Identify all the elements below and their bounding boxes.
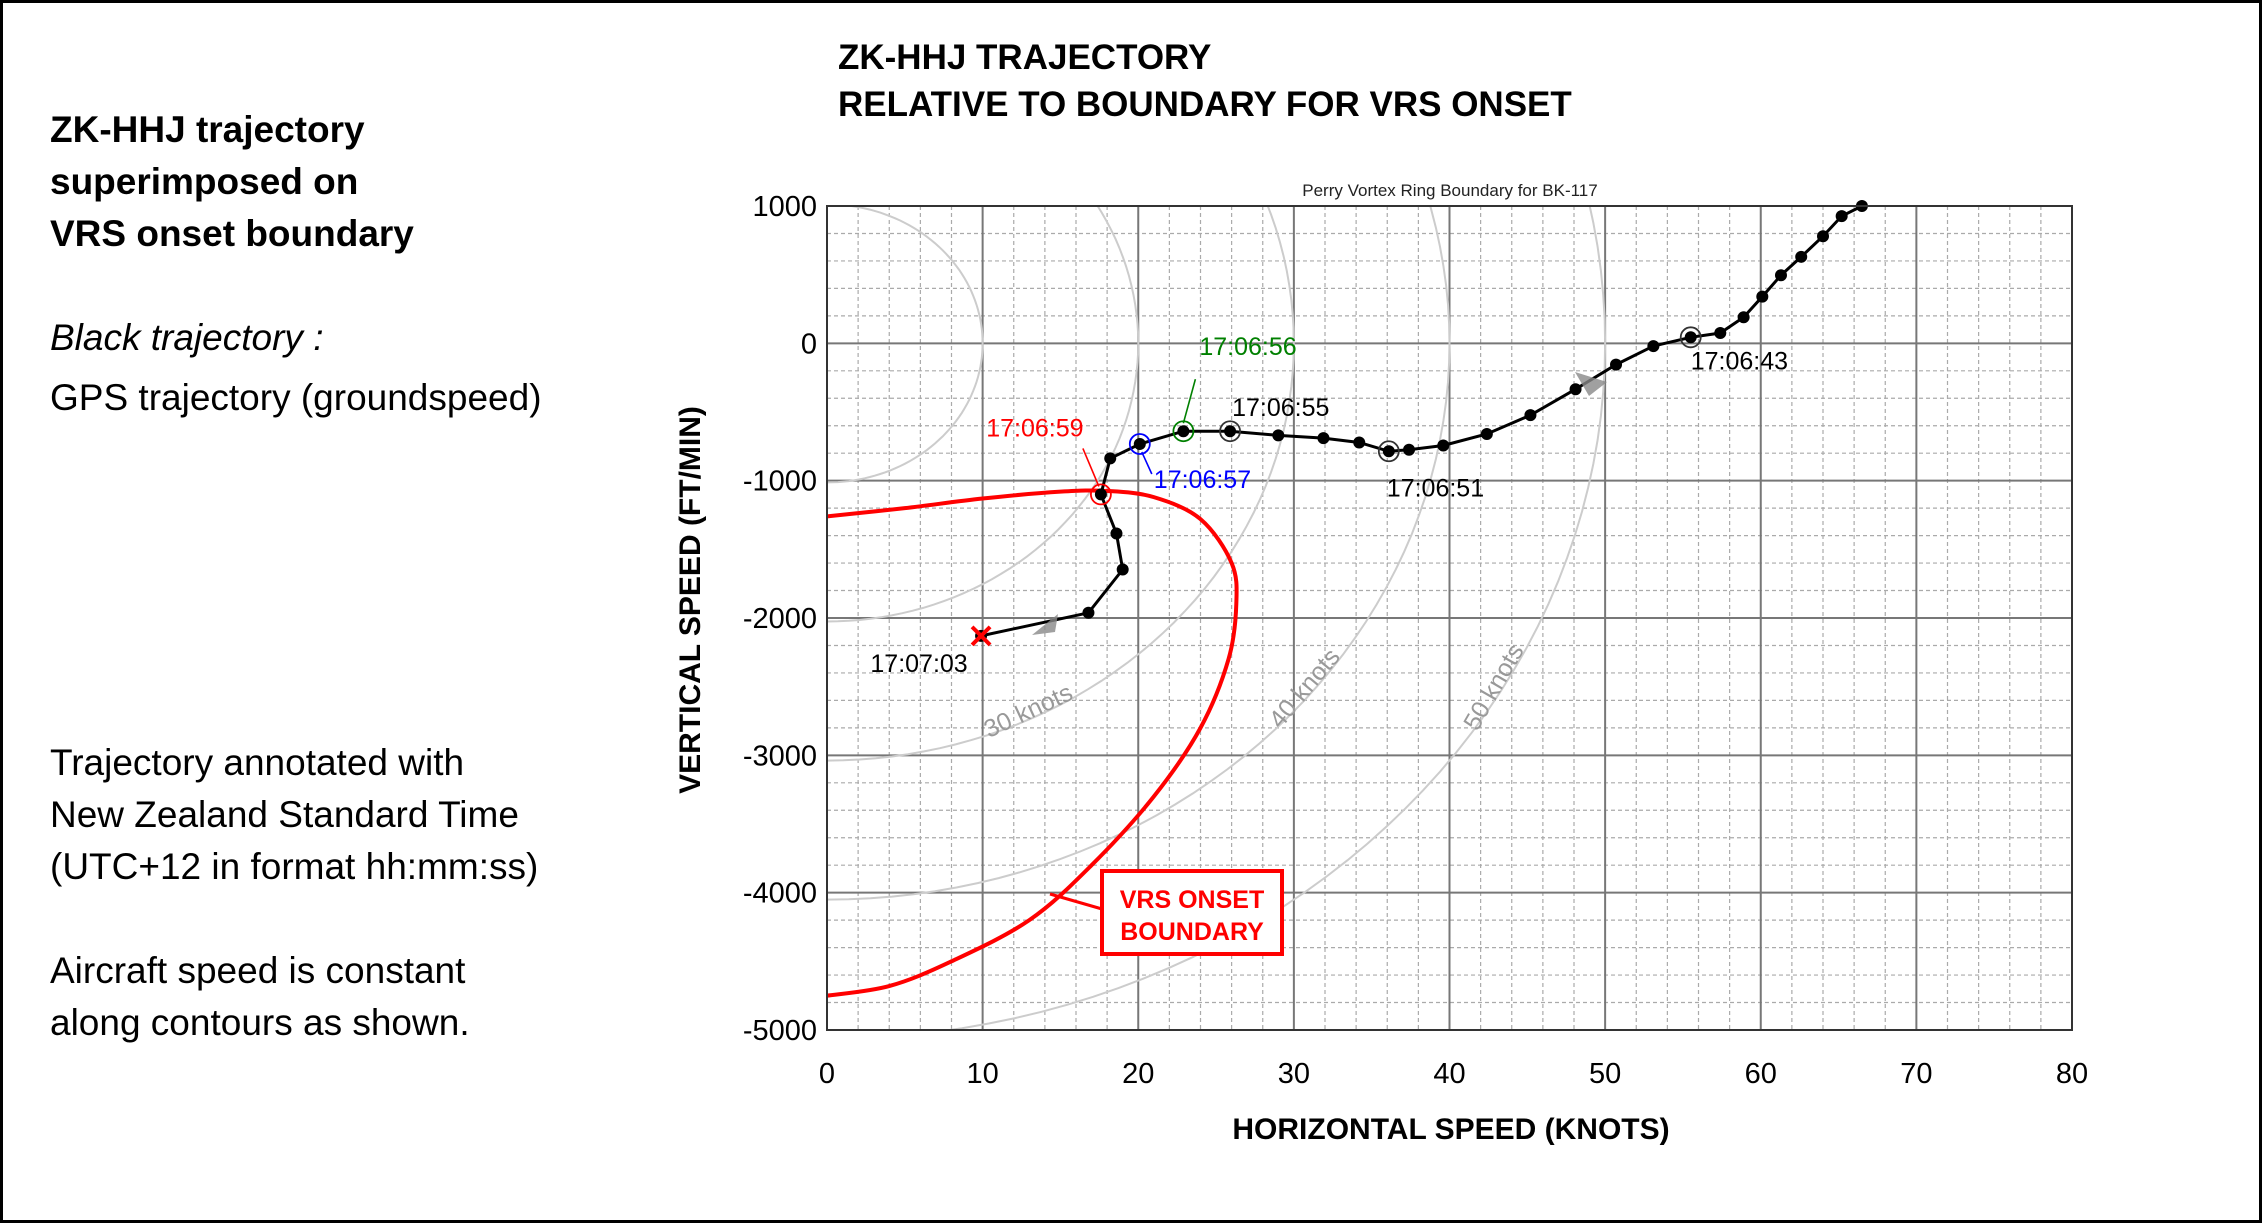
speed-contour-40 <box>827 206 1451 901</box>
trajectory-point <box>1110 527 1123 540</box>
trajectory-point <box>1795 250 1808 263</box>
time-annotation: 17:06:56 <box>1199 333 1296 361</box>
speed-contour-20 <box>827 206 1140 623</box>
vrs-label-frame <box>1100 869 1284 956</box>
x-tick-label: 70 <box>1900 1058 1932 1090</box>
trajectory-point <box>1437 439 1450 452</box>
time-annotation: 17:06:43 <box>1691 347 1788 375</box>
trajectory-point <box>1684 331 1697 344</box>
x-tick-label: 80 <box>2056 1058 2088 1090</box>
time-annotation: 17:06:57 <box>1154 466 1251 494</box>
x-axis-label: HORIZONTAL SPEED (KNOTS) <box>1232 1113 1669 1146</box>
legend-text: GPS trajectory (groundspeed) <box>50 377 542 418</box>
trajectory-point <box>1756 290 1769 303</box>
trajectory-point <box>1272 429 1285 442</box>
heading-line-3: VRS onset boundary <box>50 213 414 254</box>
trajectory-point <box>1835 210 1848 223</box>
heading-line-1: ZK-HHJ trajectory <box>50 109 365 150</box>
trajectory-point <box>1224 425 1237 438</box>
annotation-leader <box>1082 448 1100 487</box>
note1-line-1: Trajectory annotated with <box>50 742 465 783</box>
x-tick-label: 0 <box>819 1058 835 1090</box>
trajectory-point <box>1082 606 1095 619</box>
trajectory-point <box>1647 340 1660 353</box>
trajectory-point <box>1133 437 1146 450</box>
time-annotation: 17:07:03 <box>870 650 967 678</box>
trajectory-point <box>1353 436 1366 449</box>
direction-arrow-icon <box>1032 614 1058 635</box>
x-tick-label: 10 <box>966 1058 998 1090</box>
note2-line-1: Aircraft speed is constant <box>50 950 466 991</box>
chart-title-line-1: ZK-HHJ TRAJECTORY <box>838 38 1212 77</box>
trajectory-point <box>1177 425 1190 438</box>
plot-frame <box>826 205 2073 1031</box>
trajectory-point <box>1317 432 1330 445</box>
vrs-boundary-label-box: VRS ONSET BOUNDARY <box>1049 869 1284 956</box>
trajectory-point <box>1104 452 1117 465</box>
trajectory-point <box>1817 230 1829 243</box>
note1-line-3: (UTC+12 in format hh:mm:ss) <box>50 846 539 887</box>
legend-title: Black trajectory : <box>50 317 324 358</box>
trajectory-point <box>1569 383 1582 396</box>
trajectory-point <box>1524 409 1537 422</box>
x-tick-label: 20 <box>1122 1058 1154 1090</box>
time-annotation: 17:06:59 <box>986 414 1083 442</box>
y-tick-label: -2000 <box>743 603 817 635</box>
annotation-ring <box>1679 326 1702 349</box>
vrs-label-line-2: BOUNDARY <box>1120 918 1264 946</box>
vrs-label-leader <box>1049 892 1103 911</box>
annotation-ring <box>1219 420 1241 443</box>
annotation-ring <box>1377 440 1400 463</box>
end-cross-icon <box>970 625 992 647</box>
speed-contour-10 <box>827 206 984 484</box>
direction-arrow-icon <box>1575 372 1607 396</box>
y-tick-label: 0 <box>801 328 817 360</box>
annotation-leader <box>1141 451 1153 475</box>
y-tick-label: -3000 <box>743 740 817 772</box>
trajectory-point <box>1610 358 1623 371</box>
annotation-ring <box>1128 433 1151 455</box>
trajectory-point <box>1714 327 1727 340</box>
y-tick-label: -1000 <box>743 466 817 498</box>
trajectory-point <box>1480 427 1493 440</box>
trajectory-point <box>1094 488 1107 501</box>
x-tick-label: 40 <box>1433 1058 1465 1090</box>
chart-title-line-2: RELATIVE TO BOUNDARY FOR VRS ONSET <box>838 85 1572 124</box>
note2-line-2: along contours as shown. <box>50 1002 470 1043</box>
vrs-boundary-curve <box>827 488 1239 998</box>
heading-line-2: superimposed on <box>50 161 359 202</box>
y-tick-label: -4000 <box>743 878 817 910</box>
trajectory-point <box>1774 269 1787 282</box>
time-annotation: 17:06:55 <box>1232 394 1329 422</box>
y-tick-label: -5000 <box>743 1015 817 1047</box>
x-tick-label: 50 <box>1589 1058 1621 1090</box>
trajectory-point <box>1382 445 1395 458</box>
plot-subtitle: Perry Vortex Ring Boundary for BK-117 <box>1302 181 1597 200</box>
annotation-ring <box>1090 483 1112 506</box>
vrs-label-line-1: VRS ONSET <box>1120 886 1264 914</box>
time-annotation: 17:06:51 <box>1387 474 1484 502</box>
y-axis-label: VERTICAL SPEED (FT/MIN) <box>674 406 707 794</box>
trajectory-point <box>1403 443 1416 456</box>
note1-line-2: New Zealand Standard Time <box>50 794 519 835</box>
trajectory-point <box>1737 311 1750 324</box>
x-tick-label: 30 <box>1278 1058 1310 1090</box>
y-tick-label: 1000 <box>752 191 817 223</box>
speed-contour-30 <box>827 206 1295 762</box>
trajectory-point <box>1116 563 1129 576</box>
annotation-leader <box>1182 379 1197 424</box>
x-tick-label: 60 <box>1745 1058 1777 1090</box>
